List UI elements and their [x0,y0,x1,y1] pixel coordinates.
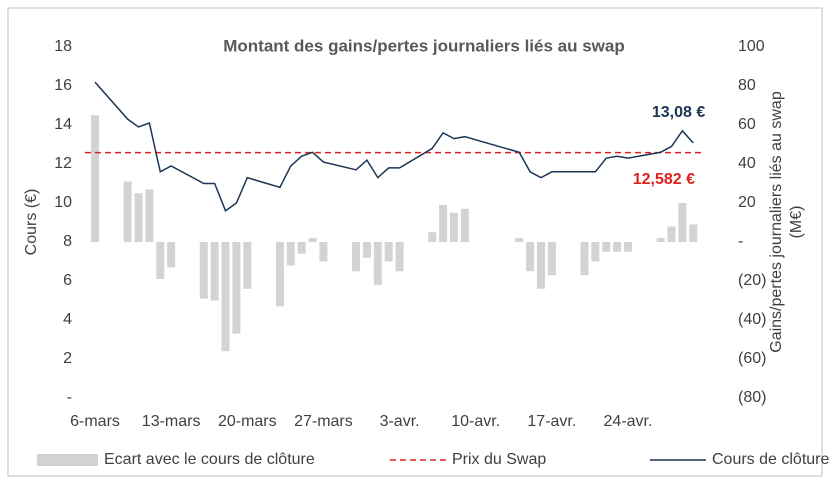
y2-tick-label: (40) [738,311,766,328]
y-tick-label: - [67,389,72,406]
legend-swatch [37,454,98,466]
x-tick-label: 17-avr. [527,413,576,430]
chart-title: Montant des gains/pertes journaliers lié… [223,36,625,55]
swap-price-label: 12,582 € [633,171,695,188]
y2-tick-label: (80) [738,389,766,406]
bar [134,193,143,242]
bar [319,242,328,262]
x-tick-label: 3-avr. [380,413,420,430]
y2-tick-label: 40 [738,155,756,172]
bar [297,242,306,254]
bar [384,242,393,262]
legend-label: Cours de clôture [712,451,829,468]
x-tick-label: 6-mars [70,413,120,430]
bar [678,203,687,242]
y-tick-label: 16 [54,77,72,94]
y2-tick-label: 100 [738,38,765,55]
bar [145,189,154,242]
y-tick-label: 10 [54,194,72,211]
y2-axis-label-line: Gains/pertes journaliers liés au swap [768,91,785,353]
x-tick-label: 27-mars [294,413,353,430]
y-tick-label: 4 [63,311,72,328]
legend-label: Prix du Swap [452,451,546,468]
bar [460,208,469,242]
x-tick-label: 24-avr. [604,413,653,430]
y2-tick-label: (60) [738,350,766,367]
bar [580,242,589,276]
bar [624,242,632,252]
bar [515,238,524,242]
bar [428,232,437,242]
bar [199,242,208,299]
bar [91,115,99,242]
y-tick-label: 12 [54,155,72,172]
price-line [94,81,694,212]
y2-axis-label-line: (M€) [788,206,805,239]
bar [613,242,622,252]
bar [526,242,535,272]
bar [308,238,317,242]
bar [210,242,219,301]
bar [123,181,132,242]
price-value-label: 13,08 € [652,104,705,121]
bar [373,242,382,285]
bar [243,242,252,289]
y-tick-label: 18 [54,38,72,55]
bar [156,242,165,280]
legend-label: Ecart avec le cours de clôture [104,451,315,468]
bar [591,242,600,262]
y-tick-label: 6 [63,272,72,289]
bar [689,224,698,242]
bar [352,242,361,272]
bar [439,204,448,242]
x-tick-label: 10-avr. [451,413,500,430]
bar [602,242,611,252]
x-tick-label: 20-mars [218,413,277,430]
bar [362,242,371,258]
y2-tick-label: - [738,233,743,250]
y2-tick-label: 80 [738,77,756,94]
bar [286,242,295,266]
bar [395,242,404,272]
bar [656,238,665,242]
bar [167,242,176,268]
y2-axis-label: Gains/pertes journaliers liés au swap (M€… [768,91,805,353]
bar [667,226,676,242]
bar [449,212,458,242]
bar [275,242,284,307]
y2-tick-label: 20 [738,194,756,211]
bar [547,242,556,276]
y-tick-label: 2 [63,350,72,367]
y2-tick-label: (20) [738,272,766,289]
bar [221,242,230,352]
y2-tick-label: 60 [738,116,756,133]
y-axis-label: Cours (€) [23,189,40,256]
y-tick-label: 14 [54,116,72,133]
bar [232,242,241,334]
bar [536,242,545,289]
x-tick-label: 13-mars [142,413,201,430]
y-tick-label: 8 [63,233,72,250]
